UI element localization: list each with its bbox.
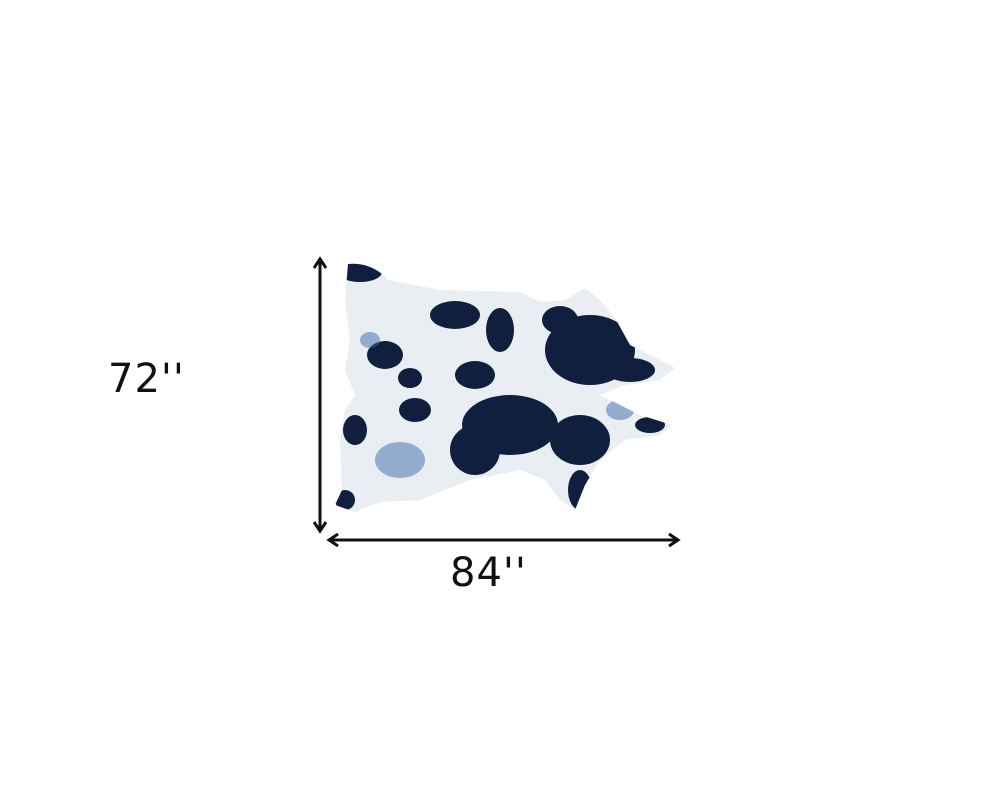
cowhide-rug-image (335, 263, 675, 512)
width-arrow (326, 532, 681, 548)
height-arrow (312, 256, 328, 534)
width-label: 84'' (450, 550, 527, 596)
height-label: 72'' (108, 356, 185, 402)
